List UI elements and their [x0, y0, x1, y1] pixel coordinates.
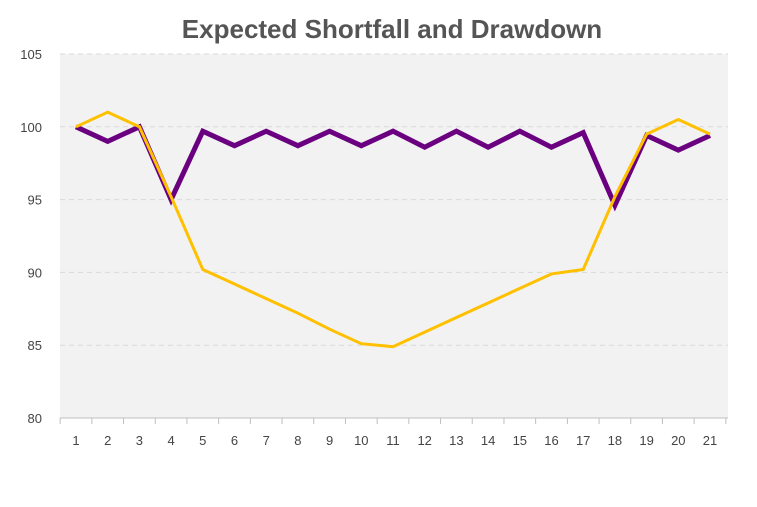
x-tick-label: 15: [513, 433, 527, 448]
x-tick-label: 20: [671, 433, 685, 448]
x-tick-label: 8: [294, 433, 301, 448]
x-tick-label: 3: [136, 433, 143, 448]
chart-title: Expected Shortfall and Drawdown: [182, 14, 602, 44]
x-tick-label: 1: [72, 433, 79, 448]
x-tick-label: 5: [199, 433, 206, 448]
series-line-2: [75, 110, 711, 349]
y-tick-label: 85: [28, 338, 42, 353]
series-line-1: [74, 123, 712, 212]
x-tick-label: 14: [481, 433, 495, 448]
y-tick-label: 105: [20, 47, 42, 62]
x-tick-label: 16: [544, 433, 558, 448]
series-lines: [74, 110, 712, 349]
x-tick-label: 17: [576, 433, 590, 448]
y-tick-label: 90: [28, 265, 42, 280]
x-tick-label: 9: [326, 433, 333, 448]
x-tick-label: 11: [386, 433, 400, 448]
y-tick-label: 100: [20, 120, 42, 135]
x-tick-label: 18: [608, 433, 622, 448]
x-tick-label: 4: [167, 433, 174, 448]
x-tick-label: 13: [449, 433, 463, 448]
x-tick-label: 6: [231, 433, 238, 448]
x-tick-label: 7: [263, 433, 270, 448]
plot-area: [60, 54, 728, 418]
y-tick-label: 95: [28, 193, 42, 208]
x-tick-label: 2: [104, 433, 111, 448]
x-tick-label: 12: [417, 433, 431, 448]
y-tick-label: 80: [28, 411, 42, 426]
x-tick-label: 21: [703, 433, 717, 448]
x-tick-label: 19: [639, 433, 653, 448]
x-tick-label: 10: [354, 433, 368, 448]
